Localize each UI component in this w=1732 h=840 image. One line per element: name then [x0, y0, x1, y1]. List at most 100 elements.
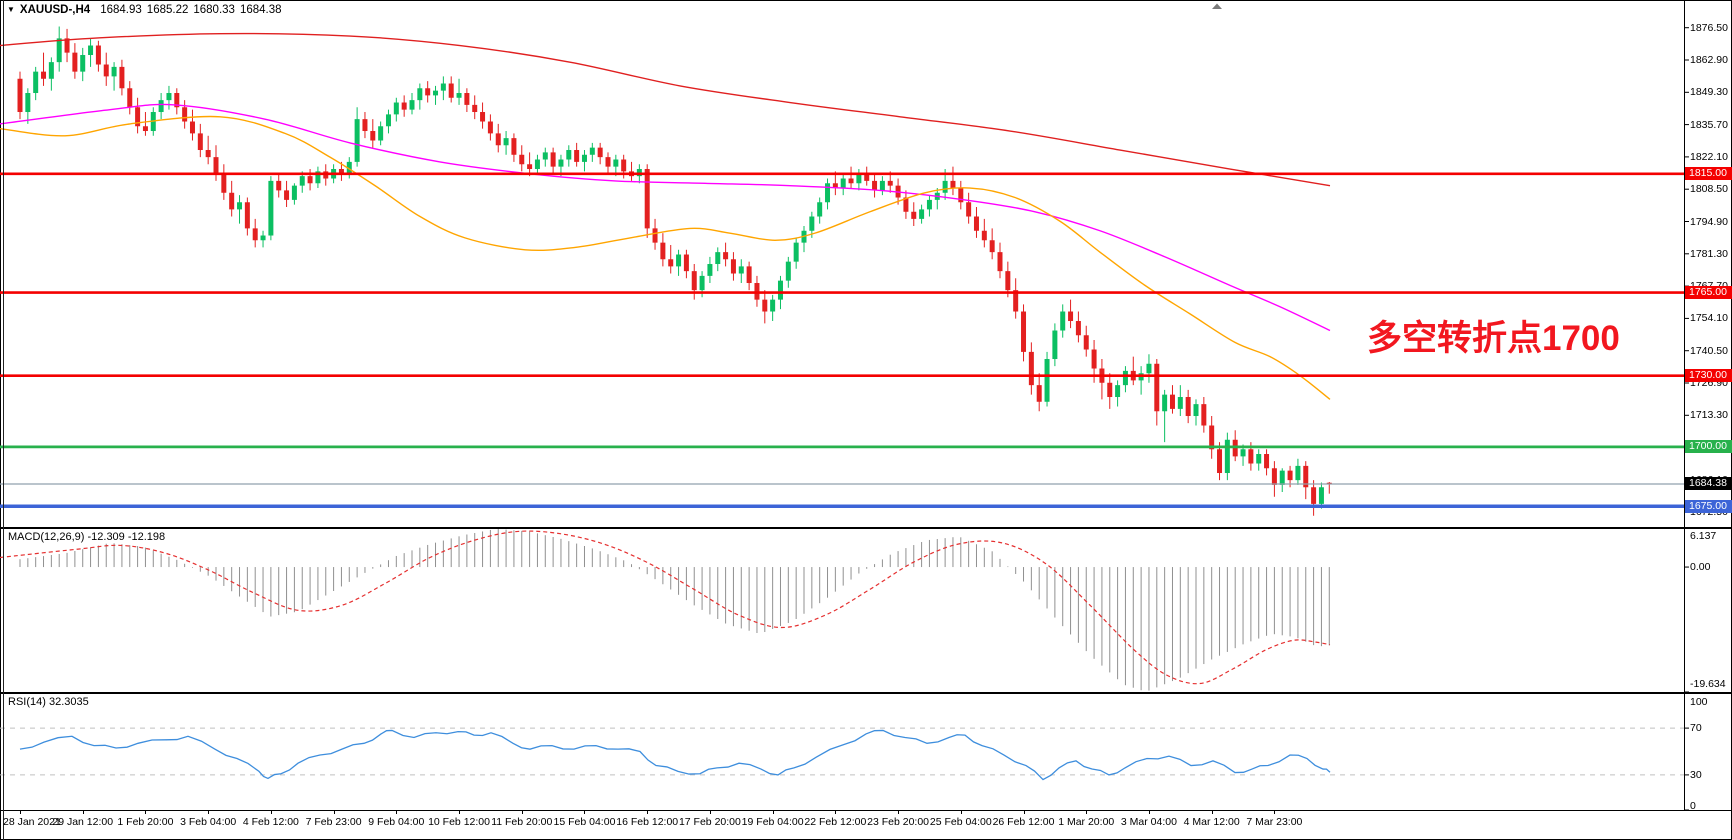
candle-body [56, 38, 62, 63]
rsi-indicator-label: RSI(14) 32.3035 [8, 696, 89, 708]
ma-mid-line [0, 103, 1331, 332]
candle-body [252, 228, 258, 241]
candle-body [370, 131, 376, 141]
ma-slow-line [0, 32, 1331, 187]
candle-body [1217, 449, 1223, 474]
candle-body [142, 126, 148, 132]
candle-body [973, 216, 979, 231]
candle-body [621, 159, 627, 172]
candle-body [1068, 311, 1074, 322]
candle-body [1177, 397, 1183, 409]
candle-body [534, 159, 540, 170]
candle-body [785, 261, 791, 281]
candle-body [550, 152, 556, 167]
open-value: 1684.93 [100, 4, 142, 16]
candle-body [950, 180, 956, 189]
candle-body [942, 180, 948, 193]
candle-body [1185, 397, 1191, 417]
candle-body [307, 176, 313, 184]
candle-body [958, 188, 964, 203]
candle-body [362, 119, 368, 132]
candle-body [103, 64, 109, 77]
candle-body [284, 190, 290, 200]
macd-values: -12.309 -12.198 [87, 531, 166, 543]
candle-body [723, 252, 729, 260]
high-value: 1685.22 [146, 4, 189, 16]
chart-dropdown-icon[interactable]: ▼ [7, 5, 15, 14]
candle-body [174, 93, 180, 108]
low-value: 1680.33 [193, 4, 235, 16]
candle-body [542, 152, 548, 160]
candle-body [244, 202, 250, 229]
candle-body [903, 197, 909, 212]
candle-body [777, 280, 783, 300]
candle-body [276, 180, 282, 191]
symbol-period-label: XAUUSD-,H4 [19, 4, 91, 16]
candle-body [1193, 404, 1199, 417]
rsi-panel-canvas[interactable] [0, 693, 1732, 811]
candle-body [613, 159, 619, 167]
macd-signal-line [0, 530, 1331, 685]
candle-body [487, 121, 493, 134]
chart-marker-icon [1212, 3, 1222, 9]
candle-body [872, 180, 878, 191]
time-axis[interactable] [0, 811, 1732, 840]
candle-body [1013, 290, 1019, 312]
main-chart-canvas[interactable] [0, 0, 1732, 528]
candle-body [1224, 439, 1230, 474]
candle-body [1271, 468, 1277, 485]
macd-panel-canvas[interactable] [0, 528, 1732, 693]
candle-body [1295, 465, 1301, 481]
close-value: 1684.38 [239, 4, 282, 16]
candle-body [527, 164, 533, 170]
candle-body [1083, 335, 1089, 350]
candle-body [268, 180, 274, 236]
candle-body [1209, 425, 1215, 450]
candle-body [715, 252, 721, 265]
candle-body [1201, 404, 1207, 426]
candle-body [221, 173, 227, 193]
candle-body [668, 259, 674, 267]
candle-body [33, 71, 39, 94]
candle-body [205, 150, 211, 158]
candle-body [495, 133, 501, 146]
candle-body [1240, 449, 1246, 457]
candle-body [926, 199, 932, 210]
candle-body [1115, 385, 1121, 398]
candle-body [1122, 370, 1128, 386]
candle-body [966, 202, 972, 217]
candle-body [72, 52, 78, 72]
candle-body [840, 178, 846, 189]
candle-body [574, 150, 580, 162]
candle-body [566, 150, 572, 160]
candle-body [809, 216, 815, 231]
candle-body [1311, 487, 1317, 504]
candle-body [503, 138, 509, 146]
candle-body [683, 254, 689, 272]
candle-body [676, 254, 682, 267]
candle-body [1060, 311, 1066, 331]
candle-body [95, 45, 101, 65]
candle-body [425, 88, 431, 96]
candle-body [746, 266, 752, 284]
candle-body [817, 202, 823, 217]
candle-body [197, 133, 203, 151]
candle-body [1036, 385, 1042, 402]
candle-body [260, 235, 266, 241]
candle-body [111, 66, 117, 77]
candle-body [456, 93, 462, 98]
candle-body [25, 93, 31, 113]
candle-body [48, 62, 54, 79]
candle-body [1044, 359, 1050, 402]
candle-body [378, 126, 384, 141]
candle-body [989, 240, 995, 253]
candle-body [1028, 351, 1034, 386]
candle-body [299, 176, 305, 186]
candle-body [1318, 487, 1324, 504]
candle-body [64, 38, 70, 53]
candle-body [691, 271, 697, 291]
candle-body [346, 161, 352, 174]
candle-body [511, 138, 517, 155]
chart-annotation-text[interactable]: 多空转折点1700 [1367, 319, 1620, 358]
